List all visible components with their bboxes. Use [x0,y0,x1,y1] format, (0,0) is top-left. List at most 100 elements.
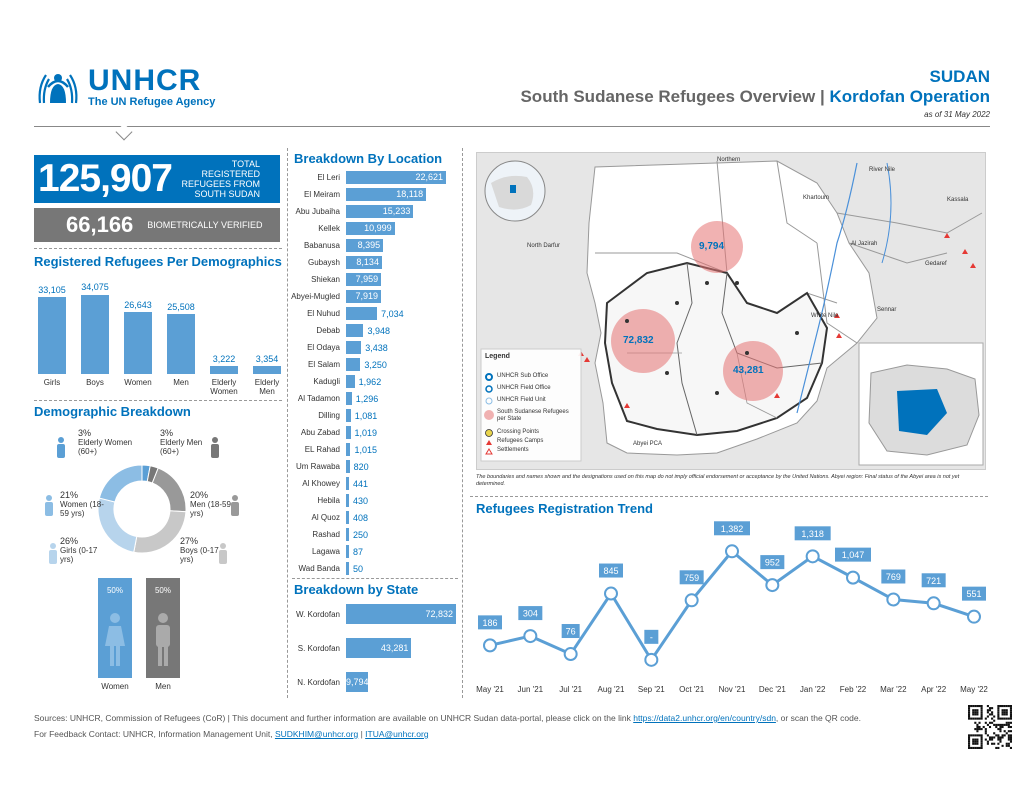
location-name: Al Khowey [302,479,340,488]
location-row: El Leri 22,621 [290,170,446,185]
women-bar: 50% [98,578,132,678]
footer: Sources: UNHCR, Commission of Refugees (… [34,710,954,742]
trend-x-tick: May '21 [476,685,504,694]
location-row: Wad Banda 50 [290,561,363,576]
location-name: Kellek [318,224,340,233]
footer-sources-tail: , or scan the QR code. [775,713,861,723]
pct-men: 20% [190,490,209,500]
logo-wordmark: UNHCR [88,64,202,97]
footer-contact-text: For Feedback Contact: UNHCR, Information… [34,729,275,739]
trend-point [926,596,941,611]
location-row: EL Rahad 1,015 [290,442,377,457]
person-icon [231,495,239,516]
location-bar [346,409,351,422]
demographic-bar [38,296,66,374]
divider [292,578,458,579]
location-value: 22,621 [415,172,443,182]
location-title: Breakdown By Location [294,151,443,166]
location-row: Abu Jubaiha 15,233 [290,204,414,219]
trend-data-label: - [650,632,653,642]
location-name: El Nuhud [307,309,340,318]
legend-title: Legend [485,353,510,360]
label-women: 21% Women (18-59 yrs) [60,490,104,519]
report-title: South Sudanese Refugees Overview | Kordo… [520,86,990,108]
person-icon [211,437,219,458]
demographic-bar [210,366,238,374]
demographic-category: Women [124,378,152,387]
demographics-title: Registered Refugees Per Demographics [34,254,282,269]
trend-label-box [518,606,543,621]
location-bar: 7,919 [346,290,381,303]
map-disclaimer: The boundaries and names shown and the d… [476,474,960,487]
trend-point [805,549,820,564]
location-row: Gubaysh 8,134 [290,255,382,270]
label-elderly-women: 3% Elderly Women (60+) [78,429,134,457]
pct-elderly-men: 3% [160,428,174,438]
women-pct: 50% [106,586,123,595]
report-title-operation: Kordofan Operation [829,87,990,106]
text-elderly-women: Elderly Women (60+) [78,438,133,456]
trend-label-box [644,629,659,644]
column-divider [287,148,288,698]
kordofan-map[interactable]: Northern River Nile North Darfur Khartou… [476,152,986,470]
trend-title: Refugees Registration Trend [476,501,653,516]
map-region-label: Abyei PCA [633,441,663,447]
location-value: 18,118 [396,189,424,199]
location-value: 820 [353,461,369,472]
demographic-bar [253,366,281,374]
location-bar [346,324,364,337]
location-bar [346,358,361,371]
biometric-box: 66,166 BIOMETRICALLY VERIFIED [34,208,280,242]
location-value: 1,081 [354,410,378,421]
email-link-1[interactable]: SUDKHIM@unhcr.org [274,729,359,739]
location-value: 10,999 [364,223,392,233]
map-region-label: Northern [717,157,741,163]
location-bar [346,511,349,524]
demographic-bar [167,314,195,374]
pct-women: 21% [60,490,79,500]
demographic-category: Boys [86,378,104,387]
state-row: S. Kordofan 43,281 [290,638,412,658]
trend-data-label: 721 [926,576,941,586]
location-value: 1,962 [358,376,382,387]
email-link-2[interactable]: ITUA@unhcr.org [365,729,429,739]
woman-icon [105,613,125,666]
total-registered-label: TOTAL REGISTERED REFUGEES FROM SOUTH SUD… [181,159,260,199]
location-name: El Meiram [303,190,340,199]
trend-label-box [760,555,785,570]
location-row: Al Tadamon 1,296 [290,391,378,406]
location-row: Kadugli 1,962 [290,374,381,389]
gender-bars: 50% 50% Women Men [34,578,284,698]
trend-x-tick: Jul '21 [559,685,582,694]
trend-data-label: 1,047 [842,550,865,560]
qr-code-icon[interactable] [968,705,1012,749]
pct-boys: 27% [180,536,199,546]
trend-point [563,647,578,662]
location-name: El Salam [307,360,340,369]
trend-data-label: 76 [566,627,576,637]
trend-data-label: 304 [523,609,538,619]
demographic-value: 3,354 [255,354,279,365]
location-bar: 8,134 [346,256,382,269]
footer-sources-text: Sources: UNHCR, Commission of Refugees (… [34,713,634,723]
location-name: EL Rahad [304,445,340,454]
trend-x-tick: Jun '21 [518,685,544,694]
location-value: 7,919 [355,291,378,301]
location-bar: 10,999 [346,222,395,235]
map-region-label: Al Jazirah [851,241,878,247]
data-portal-link[interactable]: https://data2.unhcr.org/en/country/sdn [633,713,776,723]
state-name: N. Kordofan [297,677,340,687]
legend-item: UNHCR Field Unit [497,397,546,403]
trend-point [604,586,618,601]
location-bar: 22,621 [346,171,446,184]
trend-data-label: 952 [765,558,780,568]
country-title: SUDAN [929,67,990,86]
trend-x-tick: Nov '21 [719,685,746,694]
person-icon [45,495,53,516]
header-titles: SUDAN South Sudanese Refugees Overview |… [520,68,990,122]
trend-point [846,570,860,585]
trend-x-tick: Feb '22 [840,685,867,694]
demographic-category: Elderly Women [210,378,238,396]
registration-trend-chart: 186 May '21 304 Jun '21 76 Jul '21 845 Aug '21 -… [476,521,988,694]
trend-label-box [881,569,906,584]
